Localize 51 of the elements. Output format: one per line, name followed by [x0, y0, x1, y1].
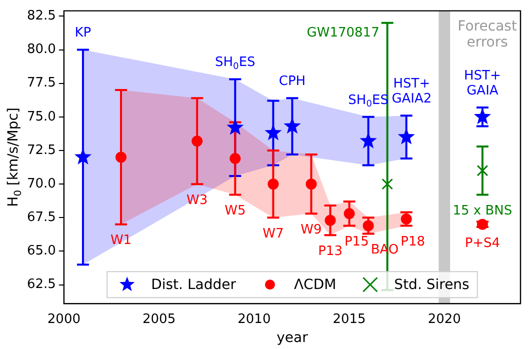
y-tick-label: 70.0 — [26, 176, 56, 192]
x-tick-label: 2000 — [47, 312, 80, 327]
y-tick-label: 67.5 — [26, 210, 56, 226]
point — [344, 208, 355, 220]
point — [230, 153, 241, 164]
y-axis-title: H0 [km/s/Mpc] — [6, 108, 24, 207]
x-tick-label: 2020 — [428, 312, 461, 327]
x-tick-label: 2010 — [238, 312, 271, 327]
point — [360, 132, 377, 148]
point — [306, 178, 317, 190]
point — [476, 164, 488, 176]
point — [74, 148, 92, 164]
point — [382, 178, 394, 190]
annotation: W5 — [224, 204, 246, 219]
annotation: GW170817 — [306, 26, 380, 41]
annotation: HST+ GAIA — [464, 68, 501, 98]
annotation: P+S4 — [464, 236, 500, 251]
y-tick-label: 75.0 — [26, 109, 56, 124]
annotation: P13 — [318, 244, 342, 259]
y-tick-label: 77.5 — [26, 76, 56, 91]
annotation: KP — [74, 26, 92, 41]
point — [474, 108, 492, 124]
x-tick-label: 2005 — [142, 312, 176, 327]
legend-label: ΛCDM — [294, 277, 336, 294]
annotation: 15 x BNS — [452, 204, 512, 219]
annotation: P18 — [400, 234, 426, 250]
legend-label: Dist. Ladder — [151, 277, 236, 294]
annotation: W1 — [110, 233, 132, 248]
annotation: HST+ GAIA2 — [392, 76, 432, 106]
point — [192, 136, 203, 147]
point — [284, 117, 301, 134]
x-tick-label: 2015 — [332, 312, 366, 327]
annotation: W7 — [262, 226, 284, 242]
point — [398, 128, 415, 144]
point — [324, 214, 336, 226]
point — [264, 124, 282, 140]
y-tick-label: 80.0 — [26, 42, 56, 58]
annotation: P15 — [344, 234, 369, 250]
point — [116, 152, 127, 163]
y-tick-label: 72.5 — [26, 142, 56, 158]
annotation: W9 — [300, 222, 322, 238]
x-axis-title: year — [276, 330, 308, 346]
point — [268, 178, 279, 190]
y-tick-label: 62.5 — [26, 277, 56, 292]
annotation: W3 — [186, 192, 208, 208]
point — [226, 118, 244, 135]
y-tick-label: 82.5 — [26, 8, 56, 24]
annotation: CPH — [278, 74, 306, 90]
y-tick-label: 65.0 — [26, 244, 56, 259]
band-label: Forecast errors — [458, 18, 518, 50]
legend-label: Std. Sirens — [394, 277, 470, 294]
